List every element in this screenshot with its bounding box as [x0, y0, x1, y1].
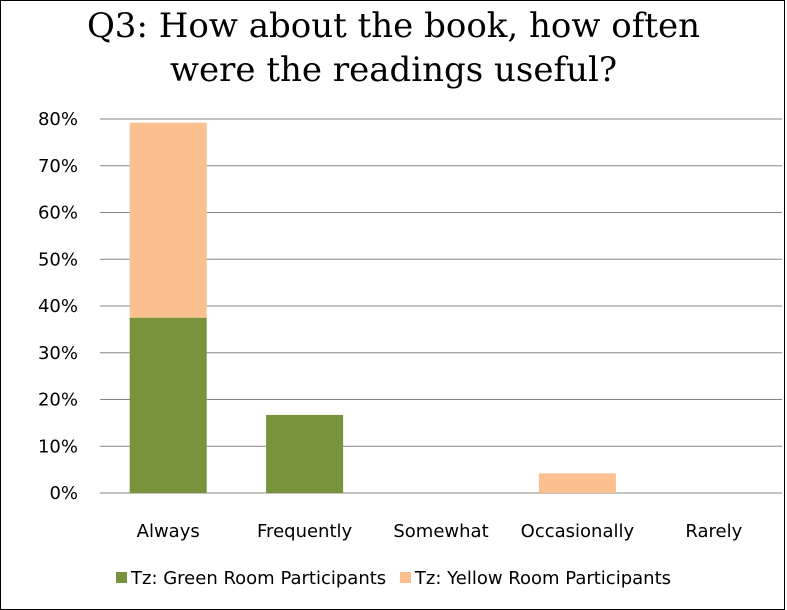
chart-legend: Tz: Green Room Participants Tz: Yellow R…: [0, 568, 787, 589]
y-tick-label: 20%: [38, 390, 78, 411]
x-tick-label: Occasionally: [521, 521, 635, 542]
chart-title: Q3: How about the book, how often were t…: [0, 4, 787, 92]
bar-always-series-1: [129, 317, 207, 493]
chart-title-line-2: were the readings useful?: [169, 50, 618, 90]
legend-label-green: Tz: Green Room Participants: [131, 568, 387, 589]
legend-item-yellow: Tz: Yellow Room Participants: [399, 568, 671, 589]
y-tick-label: 50%: [38, 249, 78, 270]
y-tick-label: 0%: [49, 483, 78, 504]
y-tick-label: 10%: [38, 436, 78, 457]
y-tick-label: 40%: [38, 296, 78, 317]
x-tick-label: Rarely: [685, 521, 742, 542]
legend-swatch-green: [116, 572, 127, 583]
x-tick-label: Somewhat: [393, 521, 488, 542]
bar-always-series-2: [129, 122, 207, 318]
bar-occasionally-series-2: [538, 473, 616, 493]
chart-title-line-1: Q3: How about the book, how often: [86, 6, 701, 46]
y-tick-label: 30%: [38, 343, 78, 364]
y-tick-label: 80%: [38, 109, 78, 130]
x-tick-label: Always: [137, 521, 200, 542]
legend-item-green: Tz: Green Room Participants: [116, 568, 386, 589]
y-tick-label: 70%: [38, 156, 78, 177]
bar-frequently-series-1: [266, 414, 344, 493]
y-tick-label: 60%: [38, 203, 78, 224]
legend-label-yellow: Tz: Yellow Room Participants: [414, 568, 671, 589]
x-tick-label: Frequently: [257, 521, 352, 542]
chart-plot: 0% 10% 20% 30% 40% 50% 60% 70% 80% Always Frequent…: [38, 109, 782, 542]
legend-swatch-yellow: [399, 572, 411, 583]
